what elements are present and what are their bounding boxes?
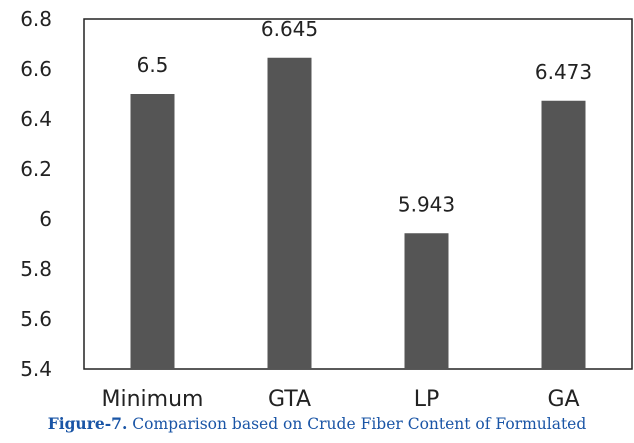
y-tick-label: 6.2 [20, 157, 52, 181]
y-tick-label: 6 [39, 207, 52, 231]
y-tick-label: 6.4 [20, 107, 52, 131]
figure-caption: Figure-7. Comparison based on Crude Fibe… [0, 414, 634, 433]
y-tick-label: 6.8 [20, 7, 52, 31]
figure-label: Figure-7. [47, 414, 128, 433]
category-label: GTA [268, 387, 311, 412]
data-label: 6.473 [535, 60, 592, 84]
y-tick-label: 5.4 [20, 357, 52, 381]
y-axis-ticks: 6.8 6.6 6.4 6.2 6 5.8 5.6 5.4 [20, 7, 52, 381]
bars [130, 57, 586, 369]
bar [541, 100, 586, 369]
bar [404, 233, 449, 369]
bar [130, 94, 175, 369]
bar [267, 57, 312, 369]
y-tick-label: 5.6 [20, 307, 52, 331]
caption-text: Comparison based on Crude Fiber Content … [132, 415, 587, 433]
data-label: 6.645 [261, 17, 318, 41]
data-label: 6.5 [137, 53, 169, 77]
category-label: GA [547, 387, 579, 412]
category-label: Minimum [102, 387, 204, 412]
data-label: 5.943 [398, 192, 455, 216]
category-labels: Minimum GTA LP GA [102, 387, 580, 412]
y-tick-label: 6.6 [20, 57, 52, 81]
data-labels: 6.5 6.645 5.943 6.473 [137, 17, 593, 217]
plot-frame [83, 18, 633, 370]
category-label: LP [414, 387, 440, 412]
y-tick-label: 5.8 [20, 257, 52, 281]
